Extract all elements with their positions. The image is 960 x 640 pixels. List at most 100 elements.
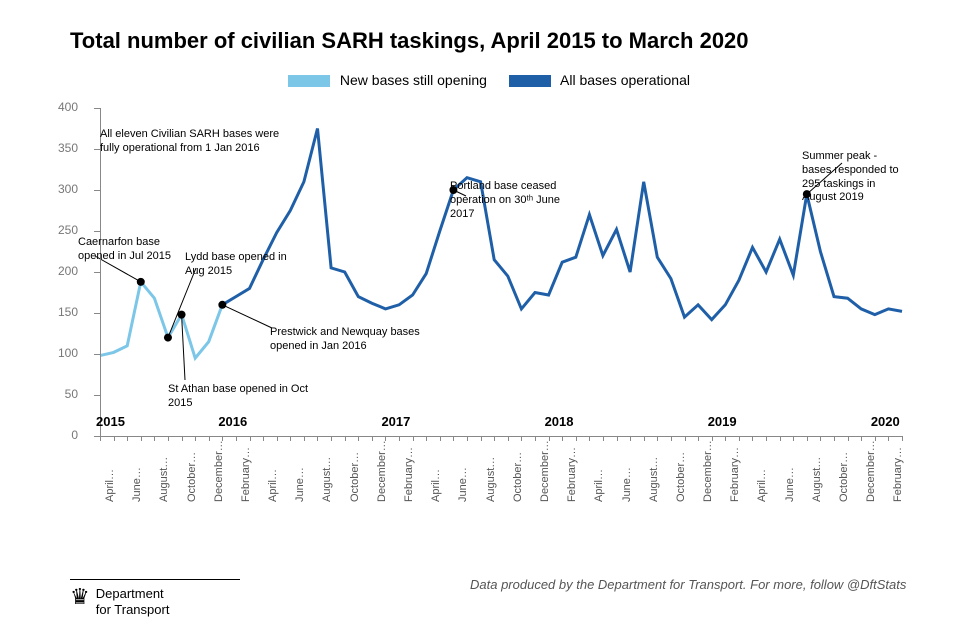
y-tick-label: 50 — [28, 387, 78, 401]
x-month-label: February… — [240, 447, 252, 502]
x-tick — [277, 436, 278, 441]
y-tick-label: 250 — [28, 223, 78, 237]
x-tick — [807, 436, 808, 441]
y-tick-label: 200 — [28, 264, 78, 278]
x-tick — [603, 436, 604, 441]
x-tick — [589, 436, 590, 441]
x-tick — [685, 436, 686, 441]
x-month-label: October… — [838, 452, 850, 502]
x-year-label: 2017 — [381, 414, 410, 429]
x-tick — [576, 436, 577, 441]
y-tick-label: 300 — [28, 182, 78, 196]
x-tick — [698, 436, 699, 441]
x-tick — [372, 436, 373, 441]
x-month-label: August… — [321, 457, 333, 502]
annotation-text: Lydd base opened in Aug 2015 — [185, 251, 290, 279]
annotation-text: Caernarfon base opened in Jul 2015 — [78, 236, 193, 264]
series-new-bases — [100, 282, 222, 358]
legend-label-2: All bases operational — [560, 72, 690, 88]
x-tick — [535, 436, 536, 441]
x-month-label: February… — [403, 447, 415, 502]
x-tick — [127, 436, 128, 441]
x-tick — [141, 436, 142, 441]
x-month-label: October… — [675, 452, 687, 502]
x-month-label: February… — [892, 447, 904, 502]
x-tick — [154, 436, 155, 441]
x-tick — [834, 436, 835, 441]
department-name: Departmentfor Transport — [96, 586, 170, 619]
x-tick — [766, 436, 767, 441]
x-tick — [521, 436, 522, 441]
x-tick — [793, 436, 794, 441]
x-month-label: October… — [186, 452, 198, 502]
x-month-label: October… — [349, 452, 361, 502]
x-tick — [494, 436, 495, 441]
x-tick — [413, 436, 414, 441]
line-chart: 050100150200250300350400April…June…Augus… — [90, 100, 910, 470]
x-tick — [657, 436, 658, 441]
y-axis — [100, 108, 101, 436]
x-month-label: April… — [104, 469, 116, 502]
x-tick — [195, 436, 196, 441]
x-tick — [168, 436, 169, 441]
x-tick — [236, 436, 237, 441]
x-axis — [100, 436, 902, 437]
x-month-label: June… — [621, 467, 633, 502]
x-tick — [902, 436, 903, 441]
x-tick — [453, 436, 454, 441]
x-month-label: April… — [593, 469, 605, 502]
y-tick-label: 0 — [28, 428, 78, 442]
x-month-label: June… — [457, 467, 469, 502]
x-month-label: October… — [512, 452, 524, 502]
x-month-label: February… — [566, 447, 578, 502]
x-tick — [644, 436, 645, 441]
x-month-label: April… — [267, 469, 279, 502]
annotation-text: Summer peak - bases responded to 295 tas… — [802, 150, 902, 205]
x-month-label: December… — [376, 440, 388, 502]
x-tick — [100, 436, 101, 441]
y-tick-label: 350 — [28, 141, 78, 155]
x-tick — [250, 436, 251, 441]
x-month-label: April… — [430, 469, 442, 502]
annotation-dot — [137, 278, 145, 286]
x-tick — [508, 436, 509, 441]
x-year-label: 2018 — [545, 414, 574, 429]
x-tick — [739, 436, 740, 441]
x-tick — [317, 436, 318, 441]
x-tick — [562, 436, 563, 441]
y-tick-label: 150 — [28, 305, 78, 319]
department-logo: ♛ Departmentfor Transport — [70, 579, 240, 619]
x-month-label: April… — [756, 469, 768, 502]
x-year-label: 2015 — [96, 414, 125, 429]
x-month-label: August… — [485, 457, 497, 502]
annotation-text: Portland base ceased operation on 30ᵗʰ J… — [450, 180, 580, 221]
x-tick — [617, 436, 618, 441]
annotation-text: Prestwick and Newquay bases opened in Ja… — [270, 326, 445, 354]
x-tick — [725, 436, 726, 441]
crest-icon: ♛ — [70, 586, 90, 608]
x-month-label: August… — [811, 457, 823, 502]
x-tick — [861, 436, 862, 441]
legend-swatch-1 — [288, 75, 330, 87]
x-tick — [209, 436, 210, 441]
x-month-label: December… — [865, 440, 877, 502]
x-month-label: December… — [213, 440, 225, 502]
annotation-dot — [218, 301, 226, 309]
x-tick — [263, 436, 264, 441]
x-tick — [752, 436, 753, 441]
x-month-label: February… — [729, 447, 741, 502]
x-tick — [290, 436, 291, 441]
legend-swatch-2 — [509, 75, 551, 87]
x-month-label: December… — [539, 440, 551, 502]
y-tick-label: 100 — [28, 346, 78, 360]
chart-title: Total number of civilian SARH taskings, … — [70, 28, 749, 54]
x-tick — [358, 436, 359, 441]
x-tick — [671, 436, 672, 441]
data-credit: Data produced by the Department for Tran… — [470, 577, 906, 594]
x-tick — [331, 436, 332, 441]
x-tick — [467, 436, 468, 441]
x-tick — [399, 436, 400, 441]
x-year-label: 2020 — [871, 414, 900, 429]
annotation-text: All eleven Civilian SARH bases were full… — [100, 128, 285, 156]
x-tick — [888, 436, 889, 441]
